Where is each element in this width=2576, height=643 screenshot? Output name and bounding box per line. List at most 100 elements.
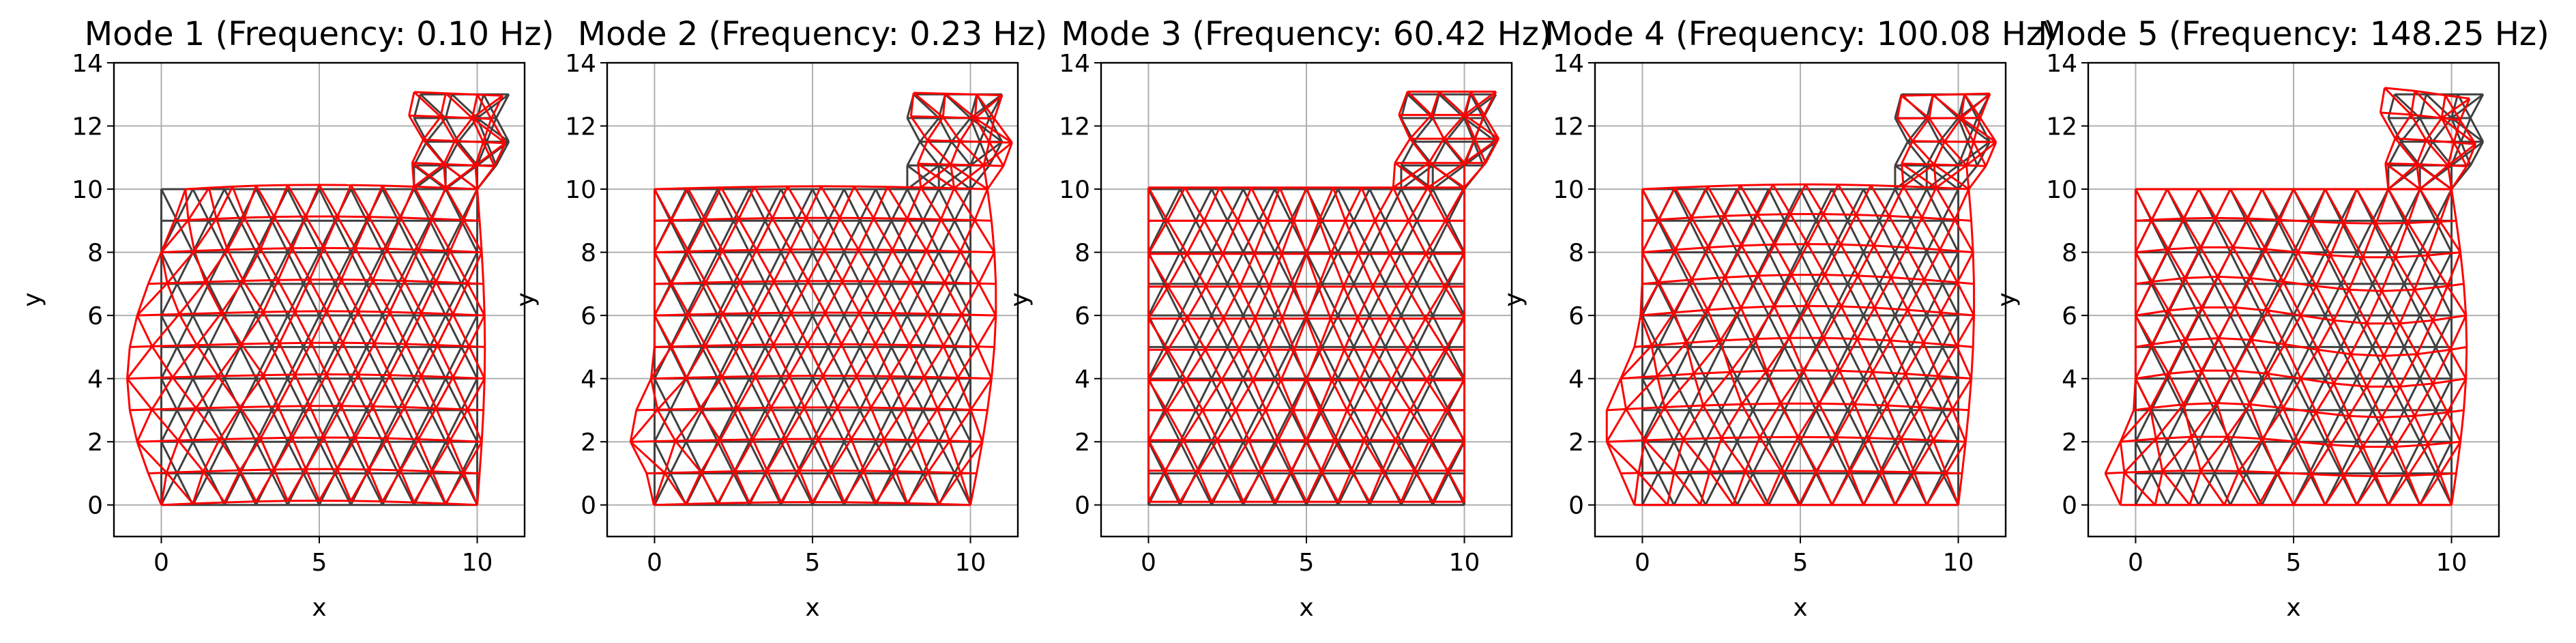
deformed-mesh-edge — [2184, 275, 2218, 279]
deformed-mesh-edge — [160, 472, 168, 505]
deformed-mesh-edge — [1730, 369, 1767, 373]
mesh-edge — [1641, 315, 1659, 348]
deformed-mesh-edge — [2261, 188, 2281, 220]
deformed-mesh-edge — [1945, 441, 1967, 474]
deformed-mesh-edge — [1229, 470, 1244, 502]
deformed-mesh-edge — [986, 378, 993, 411]
mesh-edge — [1815, 315, 1833, 348]
mesh-edge — [1688, 410, 1707, 442]
mesh-edge — [2261, 472, 2279, 506]
deformed-mesh-edge — [687, 251, 707, 283]
mesh-edge — [827, 410, 845, 442]
mesh-edge — [716, 410, 735, 442]
deformed-mesh-edge — [467, 409, 483, 442]
deformed-mesh-edge — [2459, 410, 2465, 442]
deformed-mesh-edge — [126, 377, 153, 410]
deformed-mesh-edge — [351, 184, 383, 187]
deformed-mesh-edge — [817, 407, 839, 440]
mesh-edge — [207, 283, 226, 316]
deformed-mesh-edge — [943, 251, 962, 283]
mesh-edge — [302, 251, 321, 285]
deformed-mesh-edge — [1923, 341, 1957, 347]
mesh-edge — [2418, 410, 2437, 442]
deformed-mesh-edge — [1164, 470, 1182, 502]
deformed-mesh-edge — [1265, 380, 1282, 411]
mesh-edge — [2197, 472, 2216, 506]
deformed-mesh-edge — [184, 188, 190, 220]
deformed-mesh-edge — [1957, 473, 1963, 505]
deformed-mesh-edge — [918, 162, 951, 166]
deformed-mesh-edge — [926, 282, 946, 315]
deformed-mesh-edge — [1920, 187, 1937, 218]
y-tick-label: 10 — [565, 176, 596, 204]
deformed-mesh-edge — [1642, 248, 1676, 254]
deformed-mesh-edge — [983, 164, 1004, 167]
deformed-mesh-edge — [2453, 119, 2461, 143]
deformed-mesh-edge — [2223, 470, 2240, 506]
mesh-edge — [922, 346, 940, 380]
deformed-mesh-edge — [1394, 410, 1411, 441]
mesh-edge — [381, 283, 400, 316]
deformed-mesh-edge — [2380, 112, 2397, 139]
deformed-mesh-edge — [738, 344, 757, 377]
deformed-mesh-edge — [1254, 286, 1270, 319]
mesh-edge — [1400, 377, 1418, 411]
mesh-edge — [685, 220, 703, 253]
deformed-mesh-edge — [2216, 246, 2234, 278]
deformed-mesh-edge — [2247, 217, 2281, 221]
mesh-edge — [1147, 346, 1165, 380]
deformed-mesh-edge — [2200, 276, 2219, 309]
deformed-mesh-edge — [2311, 220, 2332, 256]
mesh-edge — [413, 141, 428, 167]
mesh-edge — [1783, 472, 1802, 506]
deformed-mesh-edge — [1374, 187, 1394, 222]
deformed-mesh-edge — [1797, 403, 1820, 438]
deformed-mesh-edge — [354, 405, 374, 438]
deformed-mesh-edge — [1849, 437, 1870, 472]
deformed-mesh-edge — [1708, 471, 1734, 506]
mesh-edge — [397, 315, 415, 348]
deformed-mesh-edge — [151, 408, 179, 442]
deformed-mesh-edge — [2104, 441, 2122, 474]
deformed-mesh-edge — [2311, 473, 2344, 477]
deformed-mesh-edge — [2394, 114, 2412, 139]
mesh-edge — [1353, 410, 1371, 442]
y-axis-label: y — [1006, 292, 1034, 306]
deformed-mesh-edge — [2297, 412, 2317, 442]
deformed-mesh-edge — [2151, 248, 2169, 283]
deformed-mesh-edge — [1605, 441, 1622, 474]
deformed-mesh-edge — [1937, 345, 1958, 377]
deformed-mesh-edge — [2257, 472, 2278, 506]
deformed-mesh-edge — [654, 187, 688, 190]
deformed-mesh-edge — [1690, 217, 1710, 248]
mesh-edge — [349, 188, 368, 222]
deformed-mesh-edge — [1281, 286, 1296, 319]
mesh-edge — [318, 188, 336, 222]
deformed-mesh-edge — [1346, 380, 1361, 411]
deformed-mesh-edge — [687, 218, 706, 253]
deformed-mesh-edge — [1147, 470, 1167, 502]
chart-title: Mode 1 (Frequency: 0.10 Hz) — [85, 15, 555, 53]
mesh-edge — [334, 410, 352, 442]
mesh-edge — [780, 346, 798, 380]
deformed-mesh-edge — [1702, 371, 1731, 406]
mesh-edge — [460, 220, 478, 253]
deformed-mesh-edge — [2311, 474, 2326, 506]
deformed-mesh-edge — [2395, 257, 2416, 291]
mesh-edge — [160, 441, 178, 474]
y-tick-label: 12 — [1059, 113, 1090, 141]
deformed-mesh-edge — [1723, 184, 1742, 217]
deformed-mesh-edge — [2380, 111, 2412, 116]
deformed-mesh-edge — [1790, 274, 1809, 306]
mesh-edge — [811, 315, 830, 348]
deformed-mesh-edge — [443, 164, 447, 188]
deformed-mesh-edge — [1405, 286, 1426, 319]
mesh-edge — [318, 346, 336, 380]
mesh-edge — [827, 377, 845, 411]
mesh-edge — [1163, 188, 1182, 222]
deformed-mesh-edge — [1220, 380, 1237, 411]
deformed-mesh-edge — [221, 311, 264, 314]
mesh-edge — [2213, 346, 2231, 380]
mesh-edge — [716, 251, 735, 285]
deformed-mesh-edge — [976, 94, 1002, 97]
